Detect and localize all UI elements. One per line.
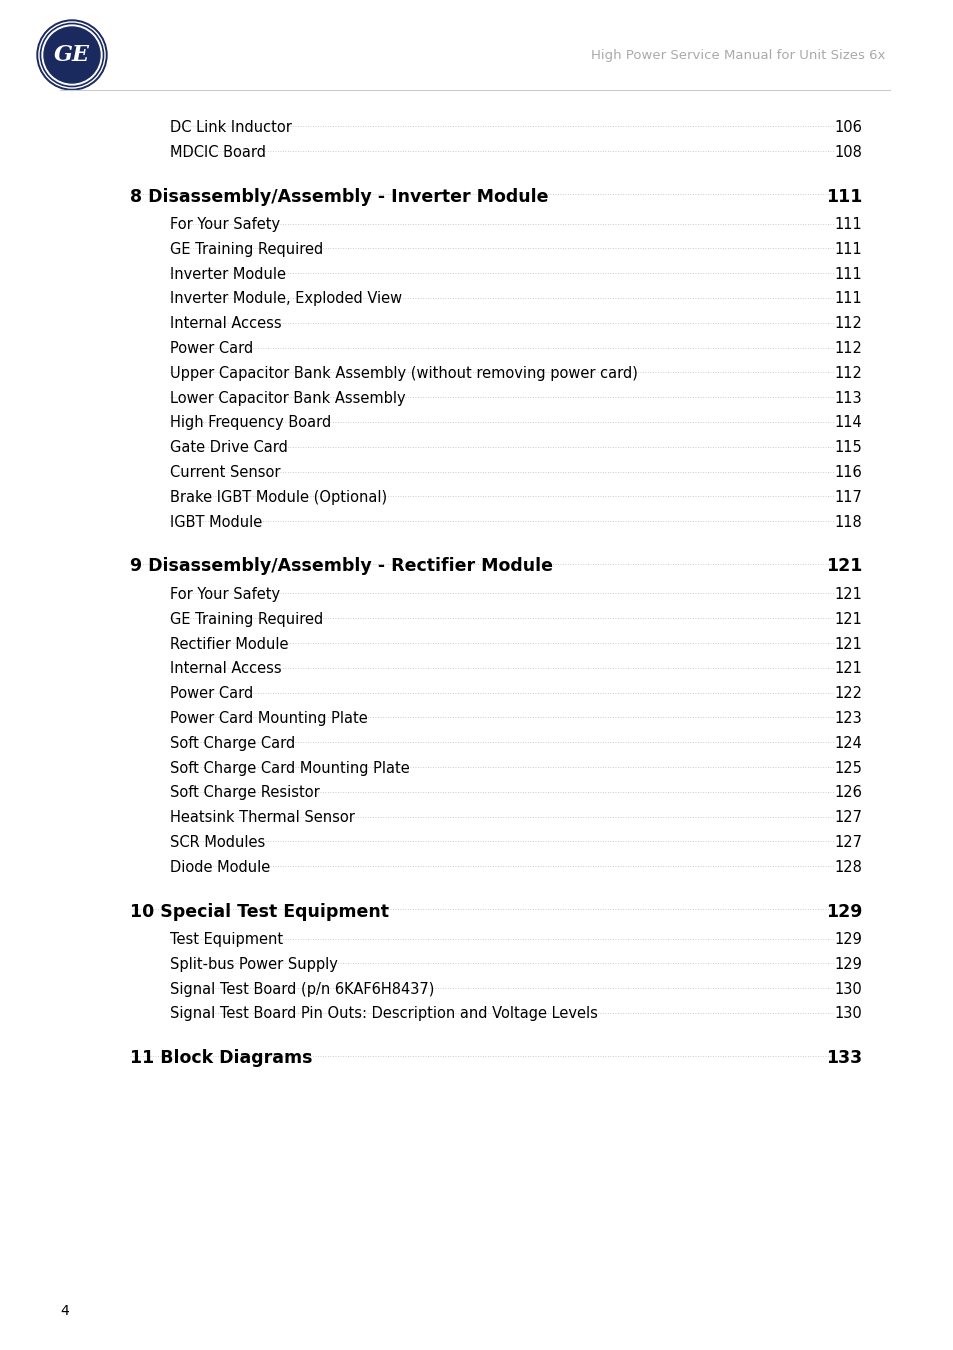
Text: 111: 111 [833,242,862,256]
Text: For Your Safety: For Your Safety [170,587,280,602]
Text: SCR Modules: SCR Modules [170,836,265,850]
Text: 8 Disassembly/Assembly - Inverter Module: 8 Disassembly/Assembly - Inverter Module [130,188,548,205]
Text: 10 Special Test Equipment: 10 Special Test Equipment [130,903,389,921]
Text: 118: 118 [833,514,862,529]
Text: 129: 129 [833,957,862,972]
Text: 121: 121 [833,587,862,602]
Circle shape [42,26,102,85]
Text: High Frequency Board: High Frequency Board [170,416,331,431]
Text: 113: 113 [834,390,862,406]
Text: 11 Block Diagrams: 11 Block Diagrams [130,1049,313,1068]
Text: 106: 106 [833,120,862,135]
Text: For Your Safety: For Your Safety [170,217,280,232]
Text: Current Sensor: Current Sensor [170,466,280,481]
Text: 111: 111 [833,267,862,282]
Text: Rectifier Module: Rectifier Module [170,637,288,652]
Text: 123: 123 [833,711,862,726]
Text: 130: 130 [833,981,862,996]
Text: 129: 129 [824,903,862,921]
Text: GE: GE [54,45,90,66]
Text: Inverter Module: Inverter Module [170,267,286,282]
Text: Inverter Module, Exploded View: Inverter Module, Exploded View [170,292,402,306]
Text: 114: 114 [833,416,862,431]
Text: 121: 121 [833,612,862,626]
Text: Soft Charge Resistor: Soft Charge Resistor [170,786,319,801]
Text: 112: 112 [833,366,862,381]
Text: Test Equipment: Test Equipment [170,931,283,948]
Text: Soft Charge Card: Soft Charge Card [170,736,294,751]
Text: High Power Service Manual for Unit Sizes 6x: High Power Service Manual for Unit Sizes… [590,49,884,62]
Text: Internal Access: Internal Access [170,662,281,676]
Text: Power Card: Power Card [170,342,253,356]
Text: Power Card Mounting Plate: Power Card Mounting Plate [170,711,367,726]
Text: 121: 121 [824,558,862,575]
Text: Upper Capacitor Bank Assembly (without removing power card): Upper Capacitor Bank Assembly (without r… [170,366,638,381]
Text: 127: 127 [833,810,862,825]
Text: Power Card: Power Card [170,686,253,701]
Text: 128: 128 [833,860,862,875]
Circle shape [40,23,104,86]
Text: Signal Test Board (p/n 6KAF6H8437): Signal Test Board (p/n 6KAF6H8437) [170,981,434,996]
Text: MDCIC Board: MDCIC Board [170,144,266,159]
Text: 122: 122 [833,686,862,701]
Text: Lower Capacitor Bank Assembly: Lower Capacitor Bank Assembly [170,390,405,406]
Text: 4: 4 [60,1304,69,1318]
Text: Split-bus Power Supply: Split-bus Power Supply [170,957,337,972]
Text: IGBT Module: IGBT Module [170,514,262,529]
Text: Gate Drive Card: Gate Drive Card [170,440,288,455]
Text: GE Training Required: GE Training Required [170,242,323,256]
Text: Internal Access: Internal Access [170,316,281,331]
Text: 111: 111 [824,188,862,205]
Text: Heatsink Thermal Sensor: Heatsink Thermal Sensor [170,810,355,825]
Text: 126: 126 [833,786,862,801]
Text: 125: 125 [833,760,862,776]
Text: 127: 127 [833,836,862,850]
Text: Diode Module: Diode Module [170,860,270,875]
Text: 116: 116 [833,466,862,481]
Circle shape [39,22,105,88]
Text: 130: 130 [833,1007,862,1022]
Text: 111: 111 [833,292,862,306]
Text: Brake IGBT Module (Optional): Brake IGBT Module (Optional) [170,490,387,505]
Circle shape [44,27,100,82]
Circle shape [37,20,107,90]
Text: 108: 108 [833,144,862,159]
Text: 124: 124 [833,736,862,751]
Text: 121: 121 [833,662,862,676]
Text: 112: 112 [833,316,862,331]
Text: 112: 112 [833,342,862,356]
Text: 133: 133 [825,1049,862,1068]
Text: 9 Disassembly/Assembly - Rectifier Module: 9 Disassembly/Assembly - Rectifier Modul… [130,558,553,575]
Text: 129: 129 [833,931,862,948]
Text: GE Training Required: GE Training Required [170,612,323,626]
Text: 115: 115 [833,440,862,455]
Text: 111: 111 [833,217,862,232]
Text: DC Link Inductor: DC Link Inductor [170,120,292,135]
Text: 121: 121 [833,637,862,652]
Text: Soft Charge Card Mounting Plate: Soft Charge Card Mounting Plate [170,760,410,776]
Text: 117: 117 [833,490,862,505]
Text: Signal Test Board Pin Outs: Description and Voltage Levels: Signal Test Board Pin Outs: Description … [170,1007,598,1022]
